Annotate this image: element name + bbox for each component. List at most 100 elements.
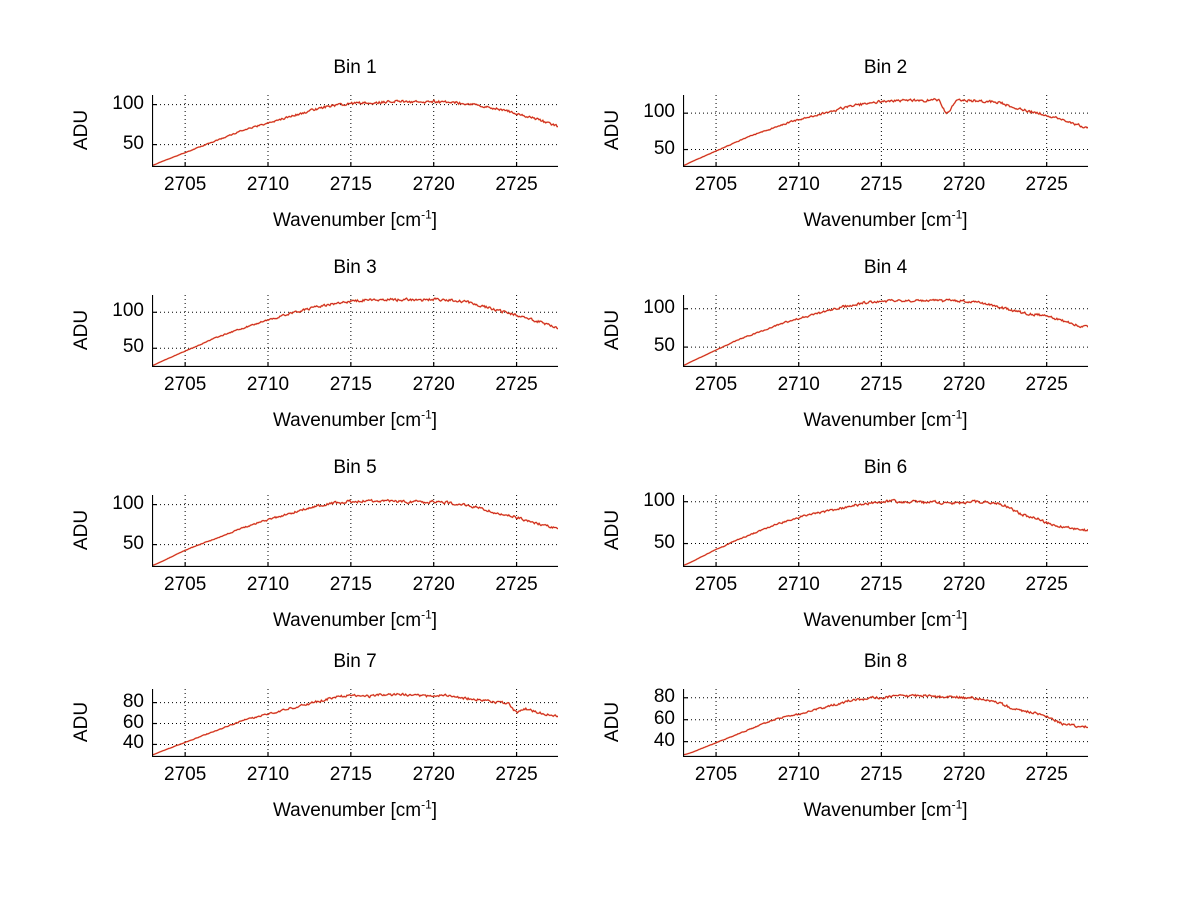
x-axis-label-bracket: ]	[962, 610, 968, 631]
x-axis-label-text: Wavenumber [cm	[803, 610, 952, 631]
x-axis-label-bracket: ]	[431, 610, 438, 631]
x-axis-label-exponent: -1	[421, 607, 432, 622]
x-axis-label: Wavenumber [cm-1]	[152, 607, 558, 632]
subplot-title: Bin 6	[863, 457, 908, 478]
y-tick-label: 100	[112, 300, 144, 322]
x-axis-label-text: Wavenumber [cm	[272, 610, 422, 631]
y-tick-label: 100	[643, 296, 675, 318]
x-tick-label: 2715	[860, 174, 903, 195]
y-tick-label: 100	[112, 92, 144, 114]
series-line	[152, 498, 558, 566]
plot-area	[152, 495, 558, 567]
x-tick-label: 2720	[942, 174, 986, 195]
y-tick-label: 50	[122, 532, 144, 554]
series-line	[683, 298, 1088, 366]
y-tick-label: 50	[653, 531, 675, 553]
subplot-title: Bin 5	[333, 457, 377, 478]
x-tick-label: 2715	[329, 374, 372, 395]
x-tick-label: 2705	[164, 764, 207, 785]
x-tick-label: 2710	[777, 764, 820, 785]
series-line	[152, 692, 558, 756]
x-tick-label: 2725	[495, 764, 538, 785]
x-axis-label-text: Wavenumber [cm	[803, 800, 952, 821]
x-axis-label-exponent: -1	[421, 207, 432, 222]
x-tick-label: 2715	[860, 764, 903, 785]
y-tick-label: 50	[122, 132, 144, 154]
x-axis-label-exponent: -1	[951, 607, 963, 622]
x-tick-label: 2725	[495, 174, 538, 195]
x-axis-label-exponent: -1	[951, 207, 963, 222]
x-axis-label: Wavenumber [cm-1]	[683, 607, 1088, 632]
x-tick-label: 2715	[860, 374, 903, 395]
x-axis-label-bracket: ]	[962, 210, 968, 231]
x-tick-label: 2725	[1025, 374, 1068, 395]
x-axis-label-exponent: -1	[421, 797, 432, 812]
x-tick-label: 2710	[246, 374, 290, 395]
x-tick-label: 2720	[412, 174, 455, 195]
plot-area	[683, 295, 1088, 367]
y-tick-label: 80	[122, 690, 144, 712]
y-tick-label: 60	[122, 711, 144, 733]
x-axis-label: Wavenumber [cm-1]	[152, 207, 558, 232]
plot-area	[152, 295, 558, 367]
x-axis-label: Wavenumber [cm-1]	[683, 207, 1088, 232]
y-axis-label: ADU	[602, 701, 623, 743]
x-tick-label: 2705	[164, 174, 207, 195]
x-tick-label: 2705	[694, 374, 738, 395]
x-axis-label-bracket: ]	[962, 800, 968, 821]
plot-area	[683, 689, 1088, 757]
plot-area	[152, 689, 558, 757]
x-tick-label: 2710	[246, 174, 290, 195]
series-line	[683, 499, 1088, 566]
subplot-title: Bin 1	[333, 57, 377, 78]
x-tick-label: 2710	[246, 574, 290, 595]
y-tick-label: 80	[653, 685, 675, 707]
x-axis-label: Wavenumber [cm-1]	[152, 407, 558, 432]
x-axis-label-bracket: ]	[431, 210, 438, 231]
x-tick-label: 2715	[329, 574, 372, 595]
x-tick-label: 2715	[329, 764, 372, 785]
y-tick-label: 100	[112, 492, 144, 514]
y-tick-label: 50	[653, 137, 675, 159]
x-tick-label: 2725	[1025, 574, 1068, 595]
x-axis-label-text: Wavenumber [cm	[803, 410, 952, 431]
x-axis-label-exponent: -1	[951, 797, 963, 812]
subplot-title: Bin 2	[863, 57, 908, 78]
x-axis-label-exponent: -1	[421, 407, 432, 422]
x-tick-label: 2715	[860, 574, 903, 595]
x-axis-label-text: Wavenumber [cm	[272, 800, 422, 821]
x-tick-label: 2710	[777, 174, 820, 195]
x-axis-label: Wavenumber [cm-1]	[152, 797, 558, 822]
x-tick-label: 2705	[164, 574, 207, 595]
x-tick-label: 2710	[246, 764, 290, 785]
x-tick-label: 2720	[942, 374, 986, 395]
x-axis-label-text: Wavenumber [cm	[272, 210, 422, 231]
y-tick-label: 60	[653, 707, 675, 729]
x-tick-label: 2725	[1025, 764, 1068, 785]
x-tick-label: 2715	[329, 174, 372, 195]
x-axis-label-bracket: ]	[962, 410, 968, 431]
x-tick-label: 2720	[412, 574, 455, 595]
x-tick-label: 2705	[694, 174, 738, 195]
series-line	[683, 98, 1088, 167]
series-line	[683, 693, 1088, 756]
plot-area	[683, 95, 1088, 167]
x-tick-label: 2725	[1025, 174, 1068, 195]
x-tick-label: 2720	[412, 764, 455, 785]
x-axis-label-text: Wavenumber [cm	[803, 210, 952, 231]
x-tick-label: 2705	[164, 374, 207, 395]
plot-area	[152, 95, 558, 167]
x-tick-label: 2710	[777, 374, 820, 395]
subplot-title: Bin 7	[333, 651, 377, 672]
x-axis-label: Wavenumber [cm-1]	[683, 409, 1088, 432]
subplot-title: Bin 4	[863, 257, 908, 278]
y-tick-label: 50	[653, 335, 675, 357]
y-tick-label: 100	[643, 489, 675, 511]
x-axis-label-bracket: ]	[431, 410, 438, 431]
